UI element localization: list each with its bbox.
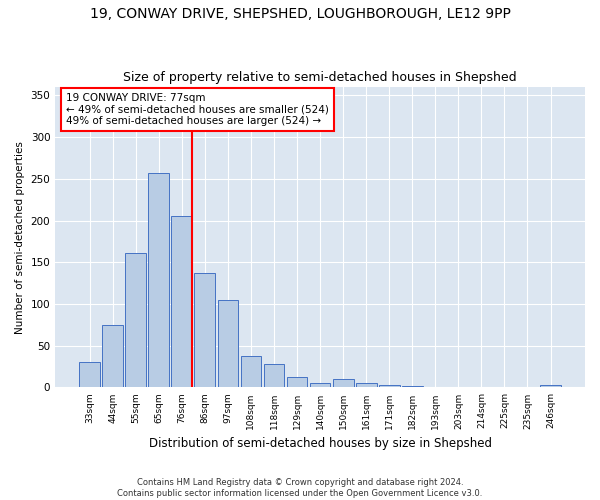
Bar — [333, 379, 353, 388]
Bar — [172, 216, 192, 388]
Bar — [540, 385, 561, 388]
Bar — [194, 273, 215, 388]
Bar — [125, 253, 146, 388]
Bar — [310, 384, 331, 388]
Bar — [241, 356, 262, 388]
Y-axis label: Number of semi-detached properties: Number of semi-detached properties — [15, 141, 25, 334]
Text: Contains HM Land Registry data © Crown copyright and database right 2024.
Contai: Contains HM Land Registry data © Crown c… — [118, 478, 482, 498]
Bar — [102, 325, 123, 388]
X-axis label: Distribution of semi-detached houses by size in Shepshed: Distribution of semi-detached houses by … — [149, 437, 491, 450]
Bar — [148, 173, 169, 388]
Bar — [218, 300, 238, 388]
Text: 19 CONWAY DRIVE: 77sqm
← 49% of semi-detached houses are smaller (524)
49% of se: 19 CONWAY DRIVE: 77sqm ← 49% of semi-det… — [66, 93, 329, 126]
Bar — [263, 364, 284, 388]
Bar — [79, 362, 100, 388]
Title: Size of property relative to semi-detached houses in Shepshed: Size of property relative to semi-detach… — [123, 72, 517, 85]
Text: 19, CONWAY DRIVE, SHEPSHED, LOUGHBOROUGH, LE12 9PP: 19, CONWAY DRIVE, SHEPSHED, LOUGHBOROUGH… — [89, 8, 511, 22]
Bar — [379, 385, 400, 388]
Bar — [402, 386, 422, 388]
Bar — [287, 376, 307, 388]
Bar — [356, 384, 377, 388]
